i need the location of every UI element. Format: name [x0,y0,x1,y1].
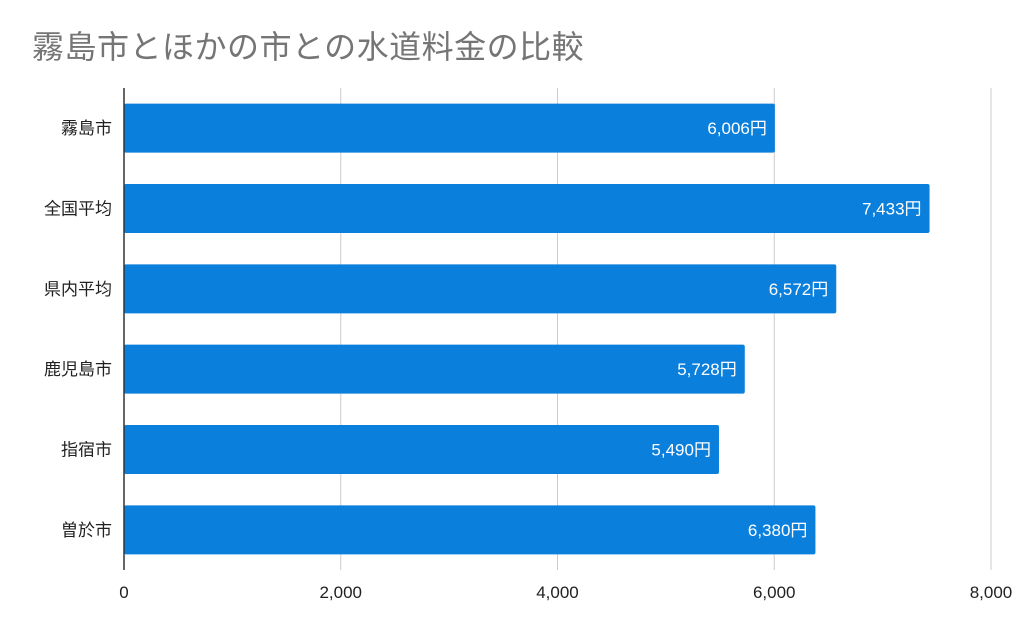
x-tick-label: 0 [119,583,128,602]
x-tick-label: 8,000 [970,583,1013,602]
category-label: 全国平均 [44,200,112,220]
x-tick-label: 6,000 [753,583,796,602]
gridlines [340,88,992,570]
data-label: 6,572円 [769,280,829,299]
category-label: 曽於市 [61,521,112,541]
data-label: 5,728円 [677,360,737,379]
chart-title: 霧島市とほかの市との水道料金の比較 [32,28,585,66]
data-label: 6,380円 [748,521,808,540]
x-tick-label: 2,000 [319,583,362,602]
bars [124,103,930,555]
category-label: 県内平均 [44,280,112,300]
bar-4 [124,425,719,474]
bar-2 [124,264,837,314]
category-label: 鹿児島市 [44,360,112,380]
x-tick-label: 4,000 [536,583,579,602]
bar-5 [124,505,816,555]
bar-1 [124,184,930,233]
bar-0 [124,103,775,153]
data-label: 6,006円 [707,119,767,138]
bar-3 [124,344,745,394]
category-label: 霧島市 [61,119,112,139]
data-label: 5,490円 [651,441,711,460]
data-label: 7,433円 [862,200,922,219]
category-label: 指宿市 [61,441,112,461]
